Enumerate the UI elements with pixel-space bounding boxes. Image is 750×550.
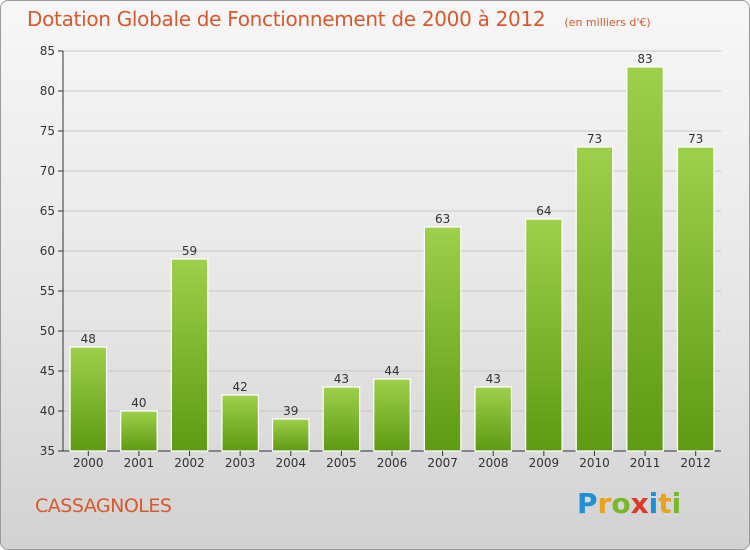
data-label: 48 xyxy=(81,332,96,346)
bar xyxy=(423,226,462,452)
data-label: 43 xyxy=(486,372,501,386)
data-label: 39 xyxy=(283,404,298,418)
x-tick-label: 2012 xyxy=(680,456,711,470)
bar xyxy=(120,410,158,452)
data-label: 59 xyxy=(182,244,197,258)
y-tick-label: 40 xyxy=(40,404,55,418)
bar xyxy=(525,218,563,452)
bar xyxy=(373,378,411,452)
bar xyxy=(575,146,614,452)
bar xyxy=(271,418,310,452)
bar xyxy=(322,386,361,452)
data-label: 40 xyxy=(131,396,146,410)
x-tick-label: 2006 xyxy=(377,456,408,470)
y-tick-label: 45 xyxy=(40,364,55,378)
x-tick-label: 2002 xyxy=(174,456,205,470)
chart-title: Dotation Globale de Fonctionnement de 20… xyxy=(27,7,546,31)
logo-letter: o xyxy=(611,487,631,520)
title-row: Dotation Globale de Fonctionnement de 20… xyxy=(27,7,651,31)
bar xyxy=(170,258,209,452)
bar xyxy=(676,146,715,452)
y-tick-label: 75 xyxy=(40,124,55,138)
x-tick-label: 2011 xyxy=(630,456,661,470)
y-tick-label: 60 xyxy=(40,244,55,258)
logo-letter: r xyxy=(597,487,612,520)
place-name: CASSAGNOLES xyxy=(35,495,172,517)
x-tick-label: 2005 xyxy=(326,456,357,470)
y-tick-label: 55 xyxy=(40,284,55,298)
logo-letter: t xyxy=(658,487,672,520)
bar xyxy=(221,394,259,452)
chart-subtitle: (en milliers d'€) xyxy=(564,16,651,29)
x-tick-label: 2009 xyxy=(529,456,560,470)
bar xyxy=(626,66,664,452)
x-tick-label: 2001 xyxy=(124,456,155,470)
x-tick-label: 2003 xyxy=(225,456,256,470)
x-tick-label: 2007 xyxy=(427,456,458,470)
logo-letter: x xyxy=(630,487,649,520)
y-tick-label: 35 xyxy=(40,444,55,458)
logo-letter: P xyxy=(577,487,598,520)
data-label: 73 xyxy=(587,132,602,146)
data-label: 83 xyxy=(637,52,652,66)
data-label: 44 xyxy=(384,364,399,378)
y-tick-label: 65 xyxy=(40,204,55,218)
data-label: 73 xyxy=(688,132,703,146)
data-label: 63 xyxy=(435,212,450,226)
y-tick-label: 50 xyxy=(40,324,55,338)
y-tick-label: 70 xyxy=(40,164,55,178)
y-tick-label: 85 xyxy=(40,44,55,58)
proxiti-logo: Proxiti xyxy=(577,487,681,520)
data-label: 43 xyxy=(334,372,349,386)
bar xyxy=(474,386,513,452)
logo-letter: i xyxy=(671,487,682,520)
x-tick-label: 2010 xyxy=(579,456,610,470)
y-tick-label: 80 xyxy=(40,84,55,98)
x-tick-label: 2004 xyxy=(275,456,306,470)
data-label: 42 xyxy=(233,380,248,394)
data-label: 64 xyxy=(536,204,551,218)
x-tick-label: 2000 xyxy=(73,456,104,470)
bar xyxy=(69,346,108,452)
logo-letter: i xyxy=(648,487,659,520)
x-tick-label: 2008 xyxy=(478,456,509,470)
